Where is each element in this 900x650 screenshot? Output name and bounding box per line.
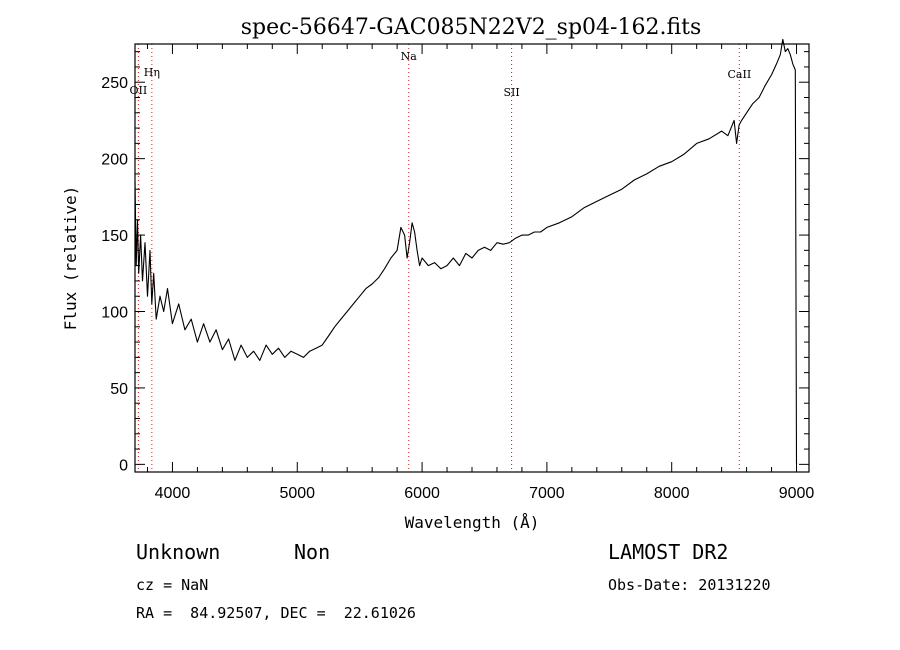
- subclass-text: Non: [294, 540, 331, 564]
- y-tick-label: 100: [101, 305, 128, 322]
- y-tick-label: 250: [101, 75, 128, 92]
- x-tick-label: 4000: [155, 485, 191, 502]
- line-label-hη: Hη: [144, 66, 160, 79]
- y-axis-label: Flux (relative): [61, 186, 80, 331]
- y-tick-label: 0: [119, 457, 128, 474]
- chart-title: spec-56647-GAC085N22V2_sp04-162.fits: [241, 15, 702, 40]
- y-axis-ticks: 0 50 100 150 200 250: [101, 51, 809, 474]
- line-label-caii: CaII: [728, 68, 752, 81]
- line-label-oii: OII: [130, 84, 148, 97]
- y-tick-label: 50: [110, 381, 128, 398]
- obs-date-text: Obs-Date: 20131220: [608, 576, 771, 594]
- spectrum-line: [134, 38, 798, 465]
- spectrum-series: [134, 38, 798, 465]
- spectral-line-markers: Hη OII Na SII CaII: [130, 44, 752, 472]
- survey-text: LAMOST DR2: [608, 540, 729, 564]
- x-tick-label: 7000: [529, 485, 565, 502]
- x-axis-ticks: 4000 5000 6000 7000 8000 9000: [146, 44, 815, 502]
- x-tick-label: 8000: [654, 485, 690, 502]
- x-tick-label: 9000: [779, 485, 815, 502]
- line-label-sii: SII: [503, 86, 519, 99]
- x-axis-label: Wavelength (Å): [405, 513, 540, 532]
- line-label-na: Na: [401, 50, 418, 63]
- x-tick-label: 6000: [404, 485, 440, 502]
- classification-text: Unknown: [136, 540, 221, 564]
- y-tick-label: 150: [101, 228, 128, 245]
- coordinates-text: RA = 84.92507, DEC = 22.61026: [136, 604, 416, 622]
- y-tick-label: 200: [101, 152, 128, 169]
- x-tick-label: 5000: [279, 485, 315, 502]
- redshift-text: cz = NaN: [136, 576, 209, 594]
